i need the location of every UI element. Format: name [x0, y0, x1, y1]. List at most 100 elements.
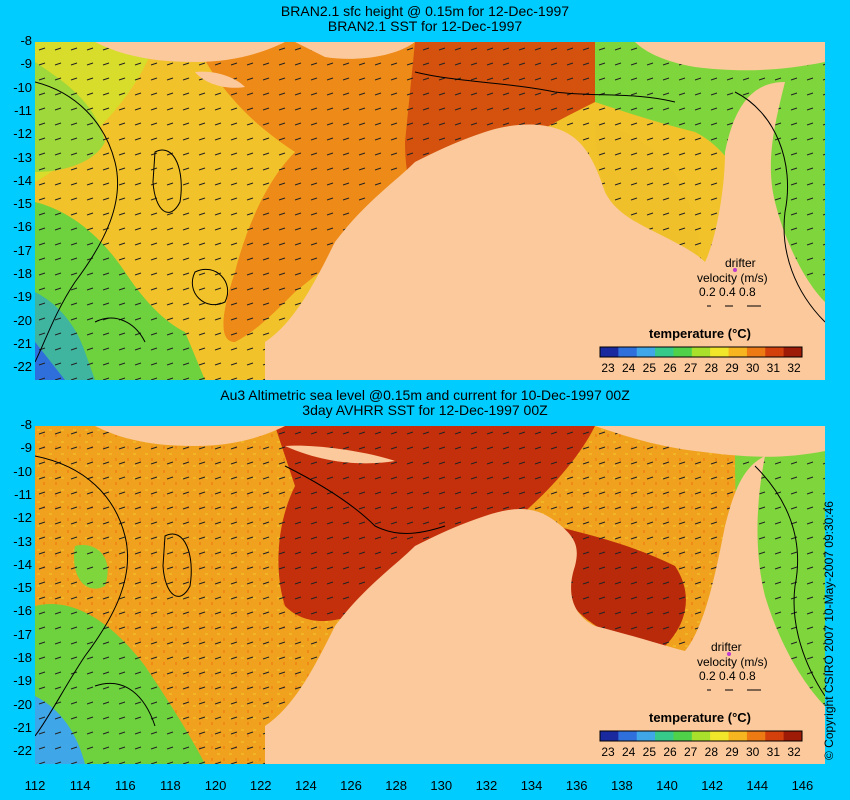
island-small: [195, 71, 245, 88]
top-sst-map: temperature (°C) 23 24 25 26 27 28 29 30 31 32 dr…: [35, 42, 825, 380]
island-lesser-sunda: [295, 42, 415, 59]
latitude-tick-label: -19: [13, 673, 32, 689]
island-new-guinea: [635, 42, 825, 71]
latitude-tick-label: -13: [13, 533, 32, 549]
longitude-tick-label: 116: [114, 778, 136, 793]
island-timor: [285, 445, 395, 464]
legend-color-swatch: [673, 731, 693, 741]
legend-color-swatch: [765, 731, 785, 741]
latitude-tick-label: -18: [13, 650, 32, 666]
latitude-tick-label: -17: [13, 626, 32, 642]
latitude-tick-label: -10: [13, 79, 32, 95]
top-drifter-label: drifter: [725, 256, 756, 270]
top-drifter-speeds: 0.2 0.4 0.8: [699, 285, 756, 299]
longitude-tick-label: 130: [430, 778, 453, 793]
longitude-tick-label: 146: [791, 778, 814, 793]
latitude-tick-label: -18: [13, 266, 32, 282]
latitude-tick-label: -21: [13, 336, 32, 352]
bottom-title-line1: Au3 Altimetric sea level @0.15m and curr…: [220, 387, 630, 403]
bottom-sst-map: temperature (°C) 23 24 25 26 27 28 29 30 31 32 dr…: [35, 426, 825, 764]
legend-color-swatch: [691, 731, 711, 741]
australia-landmass: [265, 82, 825, 380]
legend-tick-label: 26: [663, 361, 677, 375]
top-title-line1: BRAN2.1 sfc height @ 0.15m for 12-Dec-19…: [280, 3, 570, 19]
legend-color-swatch: [746, 731, 766, 741]
legend-color-swatch: [655, 347, 674, 357]
legend-tick-label: 29: [725, 361, 739, 375]
legend-tick-label: 24: [622, 361, 636, 375]
legend-tick-label: 26: [663, 745, 677, 759]
longitude-tick-label: 126: [340, 778, 362, 793]
legend-tick-label: 30: [746, 745, 760, 759]
bottom-drifter-marker: [727, 652, 731, 656]
longitude-tick-label: 144: [746, 778, 769, 793]
legend-tick-label: 32: [787, 745, 801, 759]
latitude-tick-label: -13: [13, 149, 32, 165]
legend-color-swatch: [765, 347, 785, 357]
longitude-tick-label: 140: [656, 778, 678, 793]
longitude-tick-label: 114: [69, 778, 91, 793]
legend-color-swatch: [636, 347, 656, 357]
bottom-legend-colorbar: [599, 730, 803, 742]
latitude-tick-label: -14: [13, 172, 32, 188]
latitude-tick-label: -9: [20, 56, 32, 72]
latitude-tick-label: -10: [13, 463, 32, 479]
legend-color-swatch: [618, 347, 638, 357]
latitude-tick-label: -11: [14, 102, 32, 118]
longitude-tick-label: 122: [249, 778, 272, 793]
legend-tick-label: 25: [643, 745, 657, 759]
longitude-tick-label: 118: [160, 778, 181, 793]
legend-color-swatch: [746, 347, 766, 357]
copyright-notice: © Copyright CSIRO 2007 10-May-2007 09:30…: [822, 501, 836, 760]
longitude-tick-label: 132: [475, 778, 498, 793]
latitude-tick-label: -12: [13, 510, 32, 526]
legend-colorbar-outline: [599, 730, 803, 742]
latitude-tick-label: -20: [13, 312, 32, 328]
latitude-tick-label: -16: [13, 603, 32, 619]
longitude-tick-label: 112: [24, 778, 46, 793]
latitude-tick-label: -16: [13, 219, 32, 235]
top-drifter-marker: [733, 268, 737, 272]
longitude-tick-label: 128: [385, 778, 407, 793]
latitude-tick-label: -9: [20, 440, 32, 456]
bottom-legend-title: temperature (°C): [649, 710, 751, 725]
top-title-line2: BRAN2.1 SST for 12-Dec-1997: [327, 18, 523, 34]
bottom-map-graphic: temperature (°C) 23 24 25 26 27 28 29 30 31 32 dr…: [35, 426, 825, 764]
legend-tick-label: 31: [767, 361, 781, 375]
latitude-tick-label: -21: [13, 720, 32, 736]
bottom-title-line2: 3day AVHRR SST for 12-Dec-1997 00Z: [302, 402, 548, 418]
latitude-tick-label: -22: [13, 743, 32, 759]
latitude-tick-label: -8: [20, 33, 32, 48]
bottom-legend-ticks: 23 24 25 26 27 28 29 30 31 32: [601, 745, 801, 759]
legend-color-swatch: [783, 731, 803, 741]
island-java: [95, 426, 285, 446]
legend-color-swatch: [655, 731, 674, 741]
legend-tick-label: 27: [684, 745, 698, 759]
legend-color-swatch: [710, 347, 730, 357]
latitude-tick-label: -20: [13, 696, 32, 712]
legend-tick-label: 27: [684, 361, 698, 375]
legend-color-swatch: [710, 731, 730, 741]
top-drifter-velocity-label: velocity (m/s): [697, 271, 768, 285]
latitude-tick-label: -17: [13, 242, 32, 258]
legend-color-swatch: [618, 731, 638, 741]
top-legend-colorbar: [599, 346, 803, 358]
longitude-tick-label: 134: [520, 778, 543, 793]
latitude-tick-label: -15: [13, 196, 32, 212]
legend-color-swatch: [636, 731, 656, 741]
island-java: [95, 42, 285, 62]
legend-color-swatch: [673, 347, 693, 357]
legend-color-swatch: [728, 347, 748, 357]
longitude-tick-label: 124: [294, 778, 317, 793]
legend-colorbar-outline: [599, 346, 803, 358]
legend-tick-label: 30: [746, 361, 760, 375]
top-map-graphic: temperature (°C) 23 24 25 26 27 28 29 30 31 32 dr…: [35, 42, 825, 380]
legend-tick-label: 28: [705, 745, 719, 759]
latitude-tick-label: -14: [13, 556, 32, 572]
bottom-drifter-velocity-label: velocity (m/s): [697, 655, 768, 669]
height-contours: [35, 71, 825, 363]
legend-tick-label: 31: [767, 745, 781, 759]
legend-color-swatch: [600, 731, 619, 741]
legend-tick-label: 32: [787, 361, 801, 375]
latitude-tick-label: -15: [13, 580, 32, 596]
